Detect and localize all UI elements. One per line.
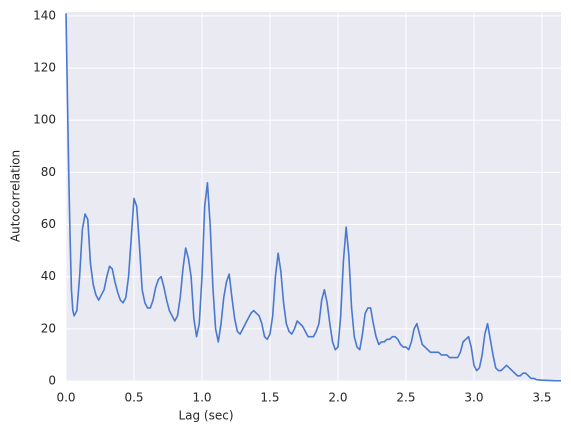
y-tick-label: 80 xyxy=(41,165,56,179)
y-tick-label: 20 xyxy=(41,321,56,335)
y-tick-label: 140 xyxy=(33,8,56,22)
y-tick-label: 60 xyxy=(41,217,56,231)
x-tick-label: 0.5 xyxy=(124,391,143,405)
x-tick-label: 2.5 xyxy=(396,391,415,405)
y-tick-label: 0 xyxy=(48,374,56,388)
y-tick-label: 120 xyxy=(33,61,56,75)
y-tick-label: 40 xyxy=(41,269,56,283)
x-tick-label: 2.0 xyxy=(328,391,347,405)
x-tick-label: 3.0 xyxy=(464,391,483,405)
x-tick-label: 1.5 xyxy=(260,391,279,405)
plot-background xyxy=(66,12,561,381)
data-line xyxy=(65,13,561,382)
x-axis-label: Lag (sec) xyxy=(178,409,233,423)
x-tick-label: 1.0 xyxy=(192,391,211,405)
y-tick-label: 100 xyxy=(33,113,56,127)
x-tick-label: 3.5 xyxy=(532,391,551,405)
x-tick-label: 0.0 xyxy=(56,391,75,405)
y-axis-label: Autocorrelation xyxy=(9,150,23,242)
